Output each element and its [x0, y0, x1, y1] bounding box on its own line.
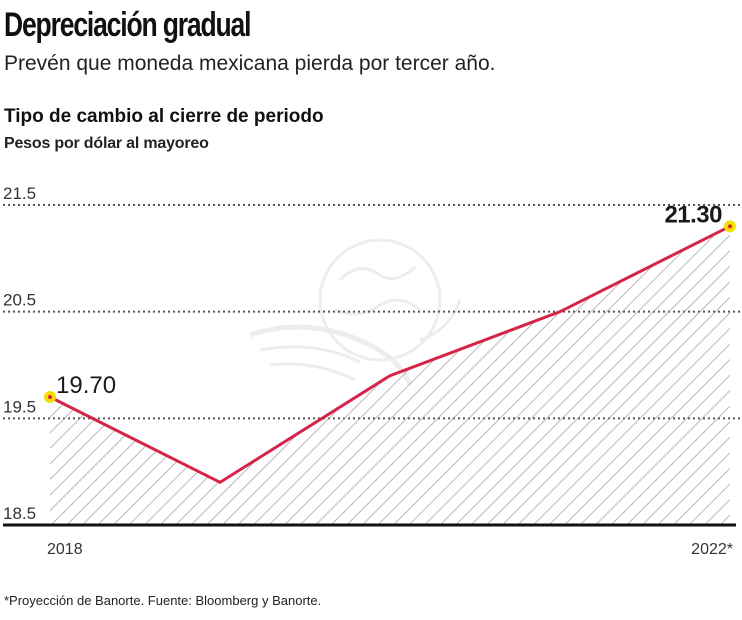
data-label: 21.30 — [664, 201, 722, 228]
chart-subtitle: Pesos por dólar al mayoreo — [4, 135, 209, 152]
y-tick-labels: 18.5 19.5 20.5 21.5 — [3, 184, 36, 523]
footnote: *Proyección de Banorte. Fuente: Bloomber… — [4, 593, 322, 608]
y-tick-label: 21.5 — [3, 184, 36, 203]
data-point-center — [48, 395, 52, 399]
x-tick-labels: 2018 2022* — [47, 541, 733, 558]
page-subtitle: Prevén que moneda mexicana pierda por te… — [4, 52, 496, 75]
y-tick-label: 20.5 — [3, 291, 36, 310]
chart-title: Tipo de cambio al cierre de periodo — [4, 106, 324, 127]
y-tick-label: 19.5 — [3, 397, 36, 416]
data-label: 19.70 — [56, 372, 116, 399]
x-tick-label: 2018 — [47, 541, 83, 558]
series-line — [49, 224, 731, 485]
watermark-logo-icon — [249, 238, 462, 386]
x-tick-label: 2022* — [691, 541, 733, 558]
y-tick-label: 18.5 — [3, 504, 36, 523]
markers — [44, 220, 736, 403]
data-point-center — [728, 224, 732, 229]
page-title: Depreciación gradual — [4, 6, 251, 44]
